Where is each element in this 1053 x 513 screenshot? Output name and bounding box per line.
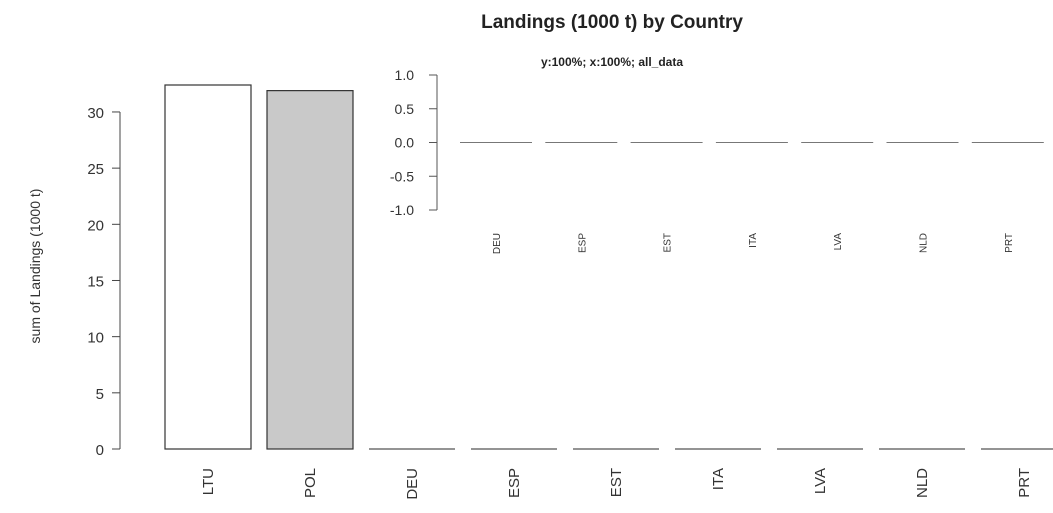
x-tick-label-est: EST <box>608 468 625 497</box>
y-tick-label: 25 <box>87 161 104 178</box>
y-tick-label: 0 <box>96 442 104 459</box>
inset-y-tick-label: 1.0 <box>395 67 415 83</box>
y-tick-label: 10 <box>87 330 104 347</box>
x-tick-label-ltu: LTU <box>200 468 217 495</box>
inset-y-tick-label: 0.0 <box>395 135 415 151</box>
chart-subtitle: y:100%; x:100%; all_data <box>541 55 683 69</box>
inset-x-tick-label-ita: ITA <box>748 233 759 248</box>
y-tick-label: 20 <box>87 217 104 234</box>
inset-x-tick-label-esp: ESP <box>577 233 588 253</box>
inset-x-tick-label-nld: NLD <box>919 233 930 253</box>
x-tick-label-pol: POL <box>302 468 319 498</box>
main-plot: 0 5 10 15 20 25 30 LTU POL DEU ESP EST ITA LVA NLD PRT <box>87 84 1053 500</box>
x-tick-label-esp: ESP <box>506 468 523 498</box>
x-tick-label-nld: NLD <box>914 468 931 498</box>
inset-x-tick-label-prt: PRT <box>1004 233 1015 253</box>
inset-x-tick-label-est: EST <box>663 233 674 252</box>
y-tick-label: 5 <box>96 386 104 403</box>
inset-plot: 1.0 0.5 0.0 -0.5 -1.0 DEU ESP EST ITA LVA NLD PRT <box>390 67 1044 254</box>
x-tick-label-deu: DEU <box>404 468 421 500</box>
y-tick-label: 15 <box>87 273 104 290</box>
bar-ltu <box>164 84 252 450</box>
y-axis-label: sum of Landings (1000 t) <box>27 189 43 344</box>
inset-y-tick-label: 0.5 <box>395 101 415 117</box>
inset-x-tick-label-deu: DEU <box>492 233 503 254</box>
inset-x-tick-label-lva: LVA <box>833 233 844 251</box>
bar-pol <box>266 90 354 450</box>
x-tick-label-lva: LVA <box>812 468 829 494</box>
x-tick-label-prt: PRT <box>1016 468 1033 498</box>
x-tick-label-ita: ITA <box>710 468 727 490</box>
inset-y-tick-label: -0.5 <box>390 168 414 184</box>
chart-title: Landings (1000 t) by Country <box>481 12 743 33</box>
inset-y-tick-label: -1.0 <box>390 202 414 218</box>
y-tick-label: 30 <box>87 105 104 122</box>
